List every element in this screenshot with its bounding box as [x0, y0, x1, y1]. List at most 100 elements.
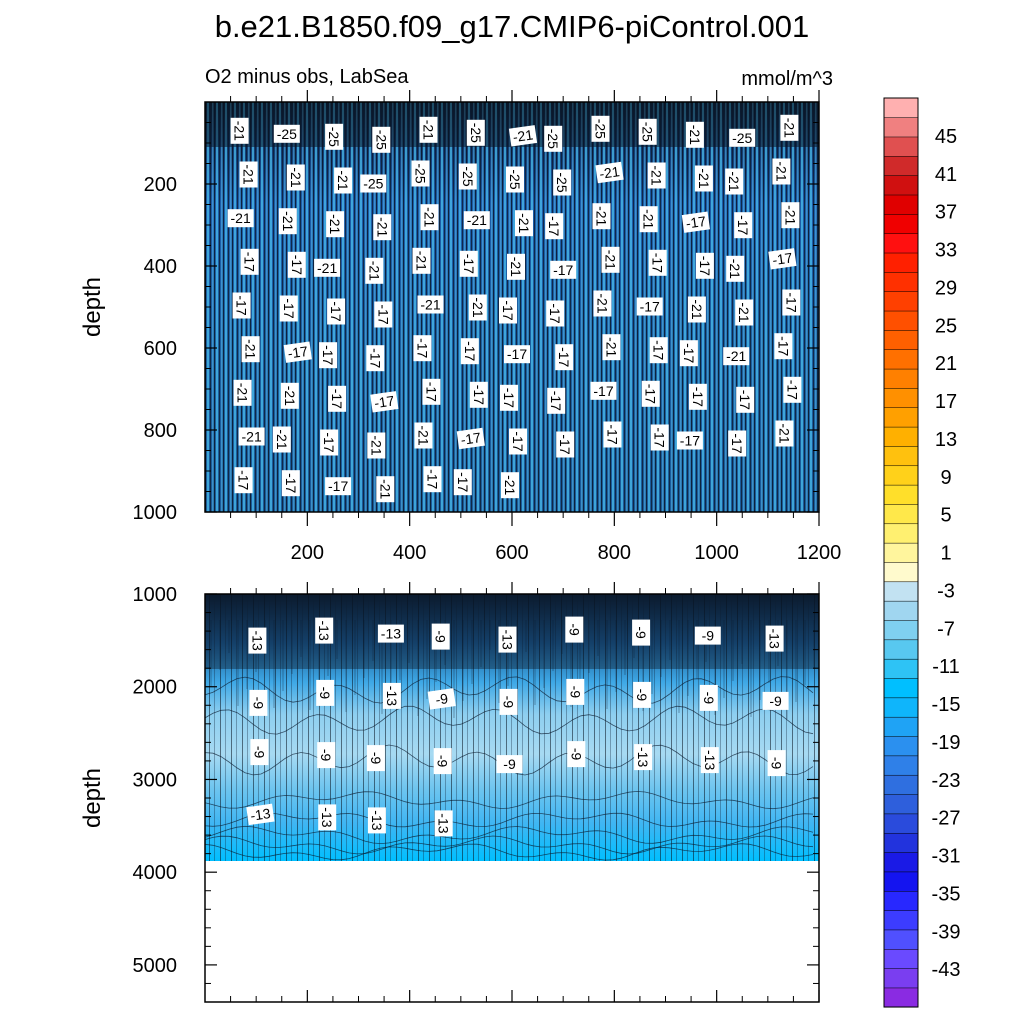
contour-label-bg: [768, 248, 797, 270]
contour-label: -13: [246, 803, 275, 826]
contour-label-bg: [762, 691, 789, 710]
upper-ytick-label: 600: [144, 338, 177, 360]
contour-label-text: -21: [512, 126, 534, 145]
contour-label-text: -17: [735, 215, 751, 235]
contour-label-text: -9: [633, 626, 649, 639]
contour-label-text: -9: [769, 757, 785, 770]
contour-label-text: -17: [375, 304, 391, 324]
colorbar-swatch: [883, 774, 919, 795]
contour-label: -17: [374, 301, 393, 328]
contour-label-bg: [633, 681, 652, 708]
contour-label: -17: [456, 427, 485, 450]
contour-label-text: -21: [422, 207, 438, 227]
contour-label-bg: [592, 203, 611, 230]
contour-label-bg: [279, 295, 298, 322]
colorbar-tick-label: -39: [932, 921, 961, 943]
contour-label-bg: [365, 257, 384, 284]
colorbar-tick-label: 25: [935, 315, 957, 337]
contour-label-text: -17: [652, 427, 668, 447]
contour-label-text: -21: [421, 120, 437, 140]
contour-label: -17: [500, 384, 518, 411]
contour-label-text: -25: [373, 130, 389, 150]
contour-label: -21: [412, 247, 431, 274]
upper-ytick-label: 200: [144, 174, 177, 196]
colorbar-tick-label: 17: [935, 391, 957, 413]
contour-label-text: -21: [243, 339, 259, 359]
contour-line: [204, 676, 814, 704]
contour-label-text: -25: [277, 126, 297, 142]
lower-panel: -13 -13 -13 -9 -13 -9 -9 -9 -13 -9 -9 -13 -9 -9 -9 -9 -9…: [79, 582, 820, 1003]
contour-label-text: -21: [508, 257, 524, 277]
contour-label-bg: [325, 123, 344, 150]
contour-label-text: -17: [501, 388, 517, 408]
contour-label: -21: [241, 336, 260, 363]
contour-label-text: -13: [381, 626, 401, 642]
contour-label-bg: [499, 688, 518, 715]
colorbar-tick-label: 37: [935, 202, 957, 224]
contour-label-bg: [370, 391, 399, 413]
contour-label-bg: [775, 420, 794, 447]
contour-label-text: -17: [729, 433, 745, 453]
colorbar-tick-label: 9: [940, 467, 951, 489]
contour-label: -9: [565, 616, 584, 643]
contour-label-bg: [507, 253, 525, 280]
contour-label-bg: [723, 347, 750, 366]
contour-label-bg: [641, 380, 660, 407]
contour-label-bg: [544, 125, 563, 152]
contour-label-text: -13: [249, 630, 265, 650]
contour-label-bg: [774, 333, 793, 360]
contour-label-text: -17: [329, 389, 345, 409]
contour-label-text: -17: [328, 478, 348, 494]
contour-label-bg: [374, 301, 393, 328]
colorbar-tick-label: -35: [932, 883, 961, 905]
contour-label-bg: [239, 161, 258, 188]
contour-label: -17: [688, 383, 707, 410]
contour-label-text: -17: [507, 346, 527, 362]
contour-label: -17: [555, 344, 574, 371]
contour-label-text: -21: [696, 168, 712, 188]
contour-label-bg: [230, 117, 249, 144]
colorbar-tick-label: -7: [937, 618, 955, 640]
contour-label: -9: [632, 619, 651, 646]
contour-label-text: -17: [650, 253, 666, 273]
contour-label-bg: [249, 689, 268, 716]
contour-label-bg: [382, 682, 401, 709]
lower-ylabel: depth: [79, 768, 106, 828]
upper-ytick-label: 1000: [133, 502, 178, 524]
colorbar-swatch: [883, 349, 919, 370]
contour-label-text: -17: [287, 343, 309, 362]
contour-label-bg: [283, 341, 312, 363]
colorbar-swatch: [883, 813, 919, 834]
contour-label-bg: [280, 382, 299, 409]
contour-label-bg: [458, 163, 477, 190]
contour-label: -9: [694, 626, 721, 645]
contour-label: -21: [272, 426, 291, 453]
contour-label-text: -21: [232, 121, 248, 141]
contour-label-text: -25: [507, 169, 523, 189]
contour-label: -17: [499, 297, 517, 324]
contour-label-text: -21: [594, 206, 610, 226]
colorbar-swatch: [883, 697, 919, 718]
contour-label: -25: [360, 174, 387, 193]
contour-label-text: -21: [230, 210, 250, 226]
contour-label: -21: [694, 165, 713, 192]
contour-label: -21: [639, 206, 658, 233]
contour-label-bg: [632, 619, 651, 646]
contour-label-text: -21: [773, 161, 789, 181]
chart-title: b.e21.B1850.f09_g17.CMIP6-piControl.001: [215, 9, 810, 44]
contour-label: -25: [411, 160, 430, 187]
contour-label: -17: [768, 248, 797, 270]
contour-label-bg: [636, 297, 663, 316]
contour-label-bg: [413, 335, 432, 362]
contour-label-text: -21: [641, 209, 657, 229]
contour-label-text: -17: [680, 433, 700, 449]
contour-label: -25: [466, 119, 485, 146]
colorbar-swatch: [883, 561, 919, 583]
contour-label: -21: [334, 167, 353, 194]
contour-label-bg: [468, 294, 487, 321]
colorbar-tick-label: -27: [932, 808, 961, 830]
contour-label-text: -13: [384, 686, 400, 706]
contour-label-bg: [547, 387, 566, 414]
contour-label-text: -17: [242, 252, 258, 272]
contour-label-bg: [434, 810, 453, 837]
